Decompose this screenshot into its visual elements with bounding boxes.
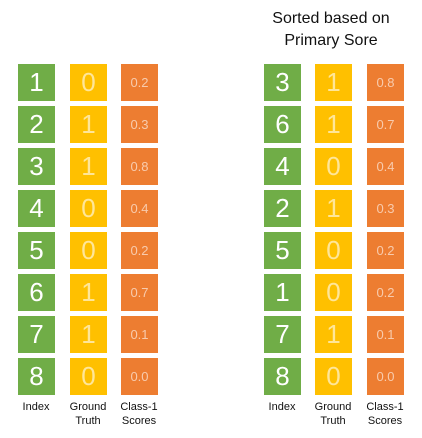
index-cell: 8 — [18, 358, 55, 395]
ground-truth-label-line1: Ground — [69, 401, 107, 413]
index-cell: 7 — [264, 316, 301, 353]
index-cell: 5 — [264, 232, 301, 269]
ground-truth-cell: 0 — [315, 232, 352, 269]
index-cell: 4 — [18, 190, 55, 227]
ground-truth-cell: 0 — [70, 64, 107, 101]
index-cell: 2 — [18, 106, 55, 143]
index-cell: 3 — [18, 148, 55, 185]
right-ground-truth-label: Ground Truth — [303, 400, 363, 428]
ground-truth-cell: 1 — [70, 316, 107, 353]
ground-truth-cell: 0 — [70, 358, 107, 395]
index-cell: 1 — [18, 64, 55, 101]
ground-truth-cell: 1 — [315, 316, 352, 353]
index-cell: 3 — [264, 64, 301, 101]
score-cell: 0.2 — [367, 274, 404, 311]
right-ground-truth-column: 1 1 0 1 0 0 1 0 — [315, 64, 352, 400]
score-cell: 0.1 — [367, 316, 404, 353]
score-cell: 0.7 — [121, 274, 158, 311]
score-cell: 0.0 — [367, 358, 404, 395]
score-cell: 0.3 — [121, 106, 158, 143]
index-cell: 8 — [264, 358, 301, 395]
score-cell: 0.3 — [367, 190, 404, 227]
index-cell: 5 — [18, 232, 55, 269]
sorted-title: Sorted based on Primary Sore — [258, 8, 404, 52]
ground-truth-cell: 0 — [315, 148, 352, 185]
ground-truth-cell: 0 — [70, 232, 107, 269]
scores-label-line2: Scores — [367, 415, 403, 427]
left-ground-truth-label: Ground Truth — [58, 400, 118, 428]
score-cell: 0.1 — [121, 316, 158, 353]
right-index-column: 3 6 4 2 5 1 7 8 — [264, 64, 301, 400]
ground-truth-cell: 1 — [70, 148, 107, 185]
right-scores-column: 0.8 0.7 0.4 0.3 0.2 0.2 0.1 0.0 — [367, 64, 404, 400]
score-cell: 0.2 — [121, 64, 158, 101]
score-cell: 0.8 — [367, 64, 404, 101]
ground-truth-cell: 1 — [70, 274, 107, 311]
index-cell: 6 — [18, 274, 55, 311]
ground-truth-cell: 1 — [315, 190, 352, 227]
right-scores-label: Class-1 Scores — [355, 400, 415, 428]
left-index-label: Index — [6, 400, 66, 414]
score-cell: 0.0 — [121, 358, 158, 395]
index-cell: 4 — [264, 148, 301, 185]
ground-truth-label-line2: Truth — [75, 415, 101, 427]
index-label-text: Index — [268, 401, 296, 413]
left-scores-label: Class-1 Scores — [109, 400, 169, 428]
score-cell: 0.4 — [367, 148, 404, 185]
sorted-title-line1: Sorted based on — [272, 10, 390, 27]
left-index-column: 1 2 3 4 5 6 7 8 — [18, 64, 55, 400]
ground-truth-label-line1: Ground — [314, 401, 352, 413]
index-cell: 2 — [264, 190, 301, 227]
left-scores-column: 0.2 0.3 0.8 0.4 0.2 0.7 0.1 0.0 — [121, 64, 158, 400]
ground-truth-label-line2: Truth — [320, 415, 346, 427]
ground-truth-cell: 1 — [315, 64, 352, 101]
ground-truth-cell: 1 — [70, 106, 107, 143]
score-cell: 0.7 — [367, 106, 404, 143]
index-cell: 7 — [18, 316, 55, 353]
ground-truth-cell: 1 — [315, 106, 352, 143]
sorted-title-line2: Primary Sore — [284, 32, 378, 49]
score-cell: 0.8 — [121, 148, 158, 185]
ground-truth-cell: 0 — [70, 190, 107, 227]
left-ground-truth-column: 0 1 1 0 0 1 1 0 — [70, 64, 107, 400]
right-index-label: Index — [252, 400, 312, 414]
score-cell: 0.4 — [121, 190, 158, 227]
scores-label-line2: Scores — [121, 415, 157, 427]
index-cell: 6 — [264, 106, 301, 143]
index-label-text: Index — [22, 401, 50, 413]
scores-label-line1: Class-1 — [366, 401, 404, 413]
scores-label-line1: Class-1 — [120, 401, 158, 413]
score-cell: 0.2 — [121, 232, 158, 269]
index-cell: 1 — [264, 274, 301, 311]
ground-truth-cell: 0 — [315, 358, 352, 395]
ground-truth-cell: 0 — [315, 274, 352, 311]
score-cell: 0.2 — [367, 232, 404, 269]
